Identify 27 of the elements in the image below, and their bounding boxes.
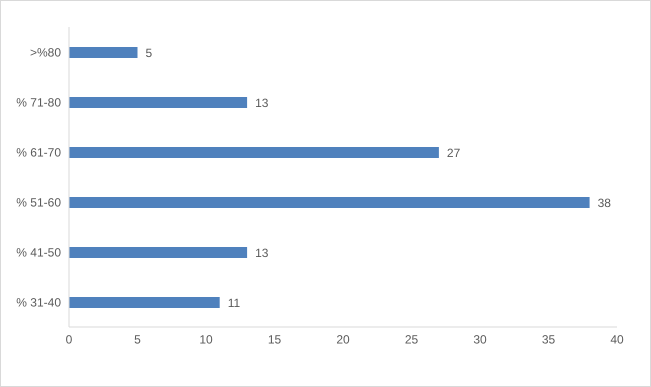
y-tick-label: % 31-40	[16, 295, 62, 310]
data-label: 5	[146, 46, 152, 60]
y-tick-label: % 71-80	[16, 95, 62, 110]
x-tick-label: 35	[542, 332, 556, 347]
bar	[69, 297, 220, 308]
x-tick-label: 15	[268, 332, 282, 347]
x-tick-label: 0	[66, 332, 73, 347]
bar	[69, 47, 138, 58]
bar	[69, 247, 248, 258]
x-tick-label: 20	[336, 332, 350, 347]
data-label: 13	[255, 96, 269, 110]
x-tick-label: 25	[404, 332, 418, 347]
y-tick-label: % 61-70	[16, 145, 62, 160]
y-tick-label: % 41-50	[16, 245, 62, 260]
y-tick-label: >%80	[30, 45, 62, 60]
data-label: 27	[446, 146, 461, 160]
x-tick-label: 40	[610, 332, 624, 347]
x-tick-label: 30	[473, 332, 487, 347]
y-tick-label: % 51-60	[16, 195, 62, 210]
data-label: 13	[255, 246, 269, 260]
bar	[69, 197, 590, 208]
data-label: 11	[228, 296, 240, 310]
x-tick-label: 10	[199, 332, 213, 347]
x-tick-label: 5	[134, 332, 142, 347]
bar	[69, 147, 439, 158]
data-label: 38	[598, 196, 612, 210]
bar	[69, 97, 248, 108]
